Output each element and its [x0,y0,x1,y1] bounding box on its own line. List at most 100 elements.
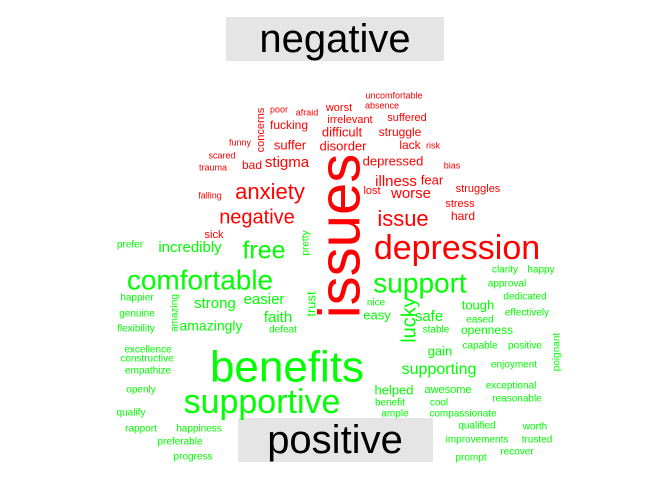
negative-word-hard: hard [451,209,475,223]
negative-word-lack: lack [399,138,421,152]
negative-word-anxiety: anxiety [235,179,305,204]
positive-word-helped: helped [374,382,413,397]
negative-word-disorder: disorder [320,138,368,153]
positive-word-comfortable: comfortable [127,264,273,295]
negative-word-suffer: suffer [274,137,307,152]
positive-word-enjoyment: enjoyment [491,360,537,371]
positive-word-happy: happy [527,265,554,276]
positive-word-rapport: rapport [125,424,157,435]
negative-word-worse: worse [390,185,431,202]
positive-word-empathize: empathize [125,366,172,377]
positive-word-safe: safe [415,308,443,325]
positive-word-capable: capable [462,341,497,352]
positive-word-cool: cool [430,398,448,409]
negative-word-risk: risk [426,140,440,150]
positive-word-trusted: trusted [522,435,553,446]
positive-word-ample: ample [381,409,409,420]
positive-word-reasonable: reasonable [492,394,542,405]
negative-word-absence: absence [365,100,399,110]
positive-word-positive: positive [508,341,542,352]
positive-word-free: free [242,237,285,265]
positive-word-clarity: clarity [492,265,518,276]
negative-word-struggles: struggles [456,183,501,195]
negative-word-difficult: difficult [322,124,363,139]
positive-word-constructive: constructive [120,354,174,365]
positive-word-improvements: improvements [446,435,509,446]
positive-word-recover: recover [500,447,534,458]
positive-word-compassionate: compassionate [429,409,497,420]
positive-word-incredibly: incredibly [158,239,222,256]
negative-word-worst: worst [325,102,352,114]
negative-word-irrelevant: irrelevant [327,114,372,126]
positive-word-pretty: pretty [301,230,312,255]
word-layer: issues depression anxiety issue negative illn… [117,90,563,463]
positive-word-easier: easier [244,291,285,308]
positive-word-eased: eased [466,315,493,326]
positive-word-genuine: genuine [119,309,155,320]
negative-word-funny: funny [229,137,252,147]
negative-label-box [226,17,444,61]
positive-word-dedicated: dedicated [503,292,546,303]
positive-word-excellence: excellence [124,345,172,356]
negative-word-suffered: suffered [387,112,427,124]
negative-word-lost: lost [363,185,380,197]
positive-word-amazingly: amazingly [179,318,242,334]
negative-word-sick: sick [205,229,224,241]
positive-word-support: support [373,267,467,298]
negative-word-fear: fear [421,172,444,187]
positive-word-poignant: poignant [552,333,563,372]
positive-word-amazing: amazing [170,294,181,332]
positive-word-prefer: prefer [117,240,144,251]
negative-word-stress: stress [445,198,475,210]
negative-word-fucking: fucking [270,118,308,132]
positive-word-benefits: benefits [210,343,364,392]
positive-word-qualified: qualified [458,421,495,432]
positive-word-awesome: awesome [424,384,471,396]
positive-word-strong: strong [194,295,236,312]
positive-word-openness: openness [461,323,513,337]
positive-word-gain: gain [428,343,453,358]
negative-word-depression: depression [374,229,540,267]
negative-word-bias: bias [444,160,461,170]
negative-group-label: negative [259,17,410,61]
positive-word-happier: happier [120,293,154,304]
negative-word-trauma: trauma [199,162,227,172]
negative-word-issues: issues [307,154,372,318]
negative-word-stigma: stigma [265,154,310,171]
positive-word-happiness: happiness [176,424,222,435]
positive-word-trust: trust [303,291,318,317]
negative-word-uncomfortable: uncomfortable [365,90,422,100]
negative-word-issue: issue [377,206,428,231]
positive-word-worth: worth [522,422,547,433]
positive-word-openly: openly [126,385,155,396]
negative-word-depressed: depressed [363,153,424,168]
positive-word-progress: progress [174,452,213,463]
negative-word-poor: poor [270,104,288,114]
positive-word-easy: easy [363,307,391,322]
positive-group-label: positive [267,418,403,462]
negative-word-illness: illness [375,173,417,190]
positive-word-approval: approval [488,279,526,290]
positive-word-lucky: lucky [398,297,420,343]
negative-word-negative: negative [219,206,295,228]
positive-word-effectively: effectively [505,308,549,319]
positive-word-nice: nice [367,298,386,309]
negative-word-bad: bad [242,158,262,172]
positive-label-box [238,418,433,462]
positive-word-preferable: preferable [157,437,202,448]
positive-word-defeat: defeat [269,325,297,336]
positive-word-supporting: supporting [402,361,477,378]
positive-word-qualify: qualify [117,408,146,419]
positive-word-stable: stable [423,325,450,336]
negative-word-falling: falling [198,190,222,200]
negative-word-scared: scared [208,150,235,160]
positive-word-exceptional: exceptional [486,381,537,392]
negative-word-afraid: afraid [296,107,319,117]
positive-word-faith: faith [264,309,292,326]
positive-word-supportive: supportive [184,383,341,421]
positive-word-benefit: benefit [375,398,405,409]
negative-word-struggle: struggle [379,125,422,139]
positive-word-prompt: prompt [455,453,486,464]
positive-word-tough: tough [462,297,495,312]
